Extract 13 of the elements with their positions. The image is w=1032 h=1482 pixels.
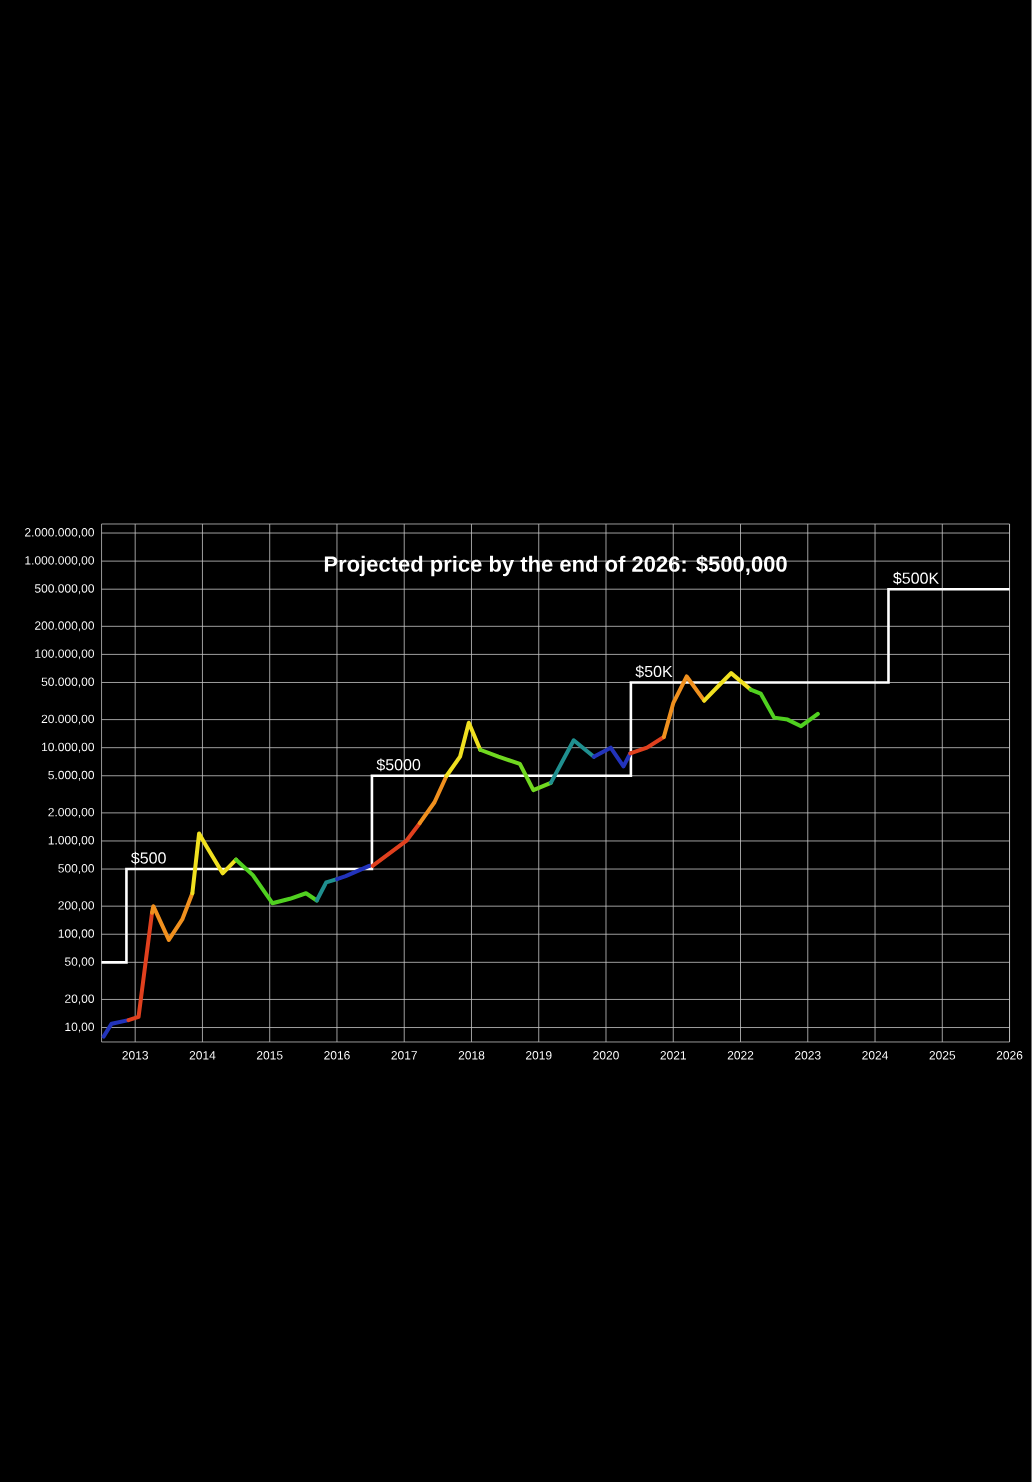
line-series <box>478 747 554 793</box>
annotation: $50K <box>635 665 673 679</box>
line-series <box>444 720 483 778</box>
line-series <box>702 671 753 703</box>
line-series <box>190 831 239 896</box>
line-series <box>748 687 821 729</box>
line-series <box>234 857 319 906</box>
line-series <box>150 891 195 942</box>
line-series <box>662 674 707 740</box>
annotation: $500 <box>131 851 167 865</box>
annotation: $500K <box>893 571 940 585</box>
annotation: $5000 <box>376 758 421 772</box>
line-series <box>592 745 633 769</box>
